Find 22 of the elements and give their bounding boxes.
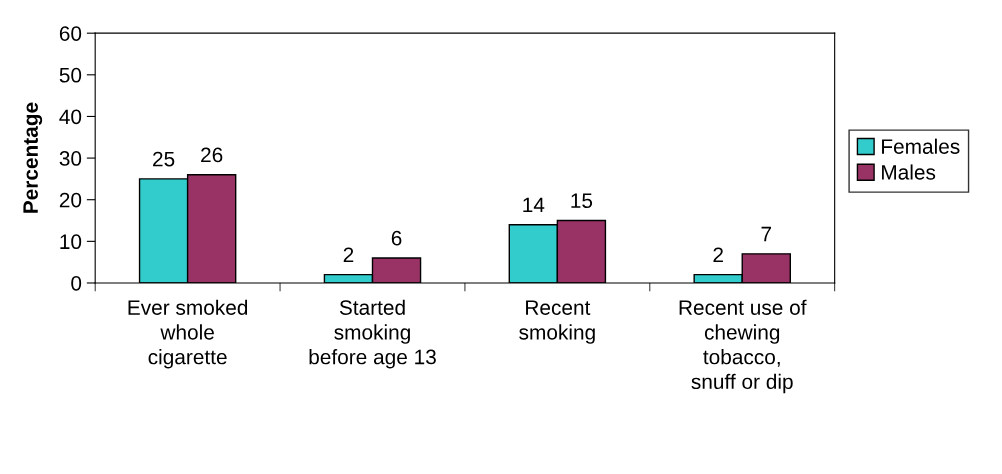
y-tick-label: 30 bbox=[59, 151, 82, 166]
data-label: 2 bbox=[343, 247, 354, 262]
y-tick-label: 0 bbox=[71, 275, 82, 291]
data-label: 26 bbox=[201, 147, 223, 163]
y-tick-label: 20 bbox=[59, 192, 82, 208]
data-label: 6 bbox=[391, 230, 402, 246]
x-tick-label: Ever smoked whole cigarette bbox=[128, 299, 248, 369]
data-label: 7 bbox=[761, 226, 772, 242]
y-axis-title: Percentage bbox=[23, 102, 43, 213]
data-label: 15 bbox=[571, 193, 593, 209]
y-tick-label: 40 bbox=[59, 109, 82, 125]
x-tick-label: Recent use of chewing tobacco, snuff or dip bbox=[679, 299, 807, 394]
data-label: 14 bbox=[523, 197, 545, 213]
x-tick-label: Recent smoking bbox=[519, 300, 595, 344]
legend-label: Males bbox=[882, 164, 936, 180]
y-tick-label: 10 bbox=[60, 234, 82, 250]
y-tick-label: 50 bbox=[59, 67, 82, 83]
legend-label: Females bbox=[882, 138, 960, 154]
y-tick-label: 60 bbox=[59, 26, 82, 41]
data-label: 2 bbox=[713, 247, 723, 262]
data-label: 25 bbox=[153, 151, 175, 167]
x-tick-label: Started smoking before age 13 bbox=[309, 299, 436, 369]
